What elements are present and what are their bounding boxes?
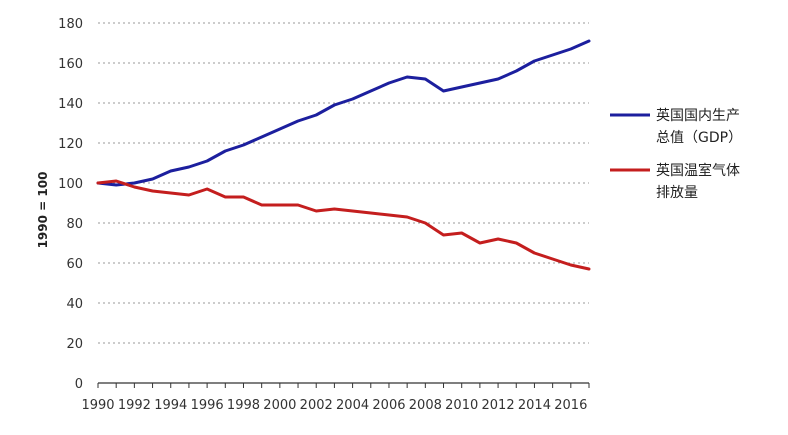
x-tick-label: 1992 — [118, 398, 151, 413]
x-tick-label: 2008 — [409, 398, 442, 413]
x-tick-label: 2006 — [372, 398, 405, 413]
y-tick-label: 140 — [58, 97, 83, 112]
y-tick-label: 160 — [58, 57, 83, 72]
y-tick-label: 100 — [58, 177, 83, 192]
x-tick-label: 2016 — [554, 398, 587, 413]
series-line-emissions — [96, 179, 591, 271]
x-tick-label: 2004 — [336, 398, 369, 413]
x-tick-label: 2002 — [300, 398, 333, 413]
x-tick-label: 1990 — [81, 398, 114, 413]
x-tick-label: 1996 — [191, 398, 224, 413]
y-tick-label: 60 — [66, 257, 83, 272]
x-tick-label: 2012 — [482, 398, 515, 413]
axes — [97, 382, 590, 388]
y-tick-label: 40 — [66, 297, 83, 312]
y-tick-label: 80 — [66, 217, 83, 232]
y-axis-label: 1990 = 100 — [36, 172, 50, 249]
y-tick-label: 180 — [58, 17, 83, 32]
x-tick-label: 2014 — [518, 398, 551, 413]
y-tick-label: 0 — [75, 377, 83, 392]
legend-label: 英国温室气体 — [656, 162, 740, 179]
legend-label: 总值（GDP） — [656, 130, 742, 146]
x-tick-label: 1994 — [154, 398, 187, 413]
x-tick-labels: 1990 1992 1994 1996 1998 2000 2002 2004 2006 2008… — [81, 398, 587, 413]
series-line-gdp — [96, 39, 591, 187]
x-tick-label: 1998 — [227, 398, 260, 413]
y-tick-labels: 0 20 40 60 80 100 120 140 160 180 — [58, 17, 83, 392]
series-lines — [96, 39, 591, 271]
x-tick-label: 2000 — [263, 398, 296, 413]
y-tick-label: 20 — [66, 337, 83, 352]
x-tick-label: 2010 — [445, 398, 478, 413]
y-tick-label: 120 — [58, 137, 83, 152]
legend-label: 排放量 — [656, 185, 698, 201]
legend-label: 英国国内生产 — [656, 107, 740, 124]
